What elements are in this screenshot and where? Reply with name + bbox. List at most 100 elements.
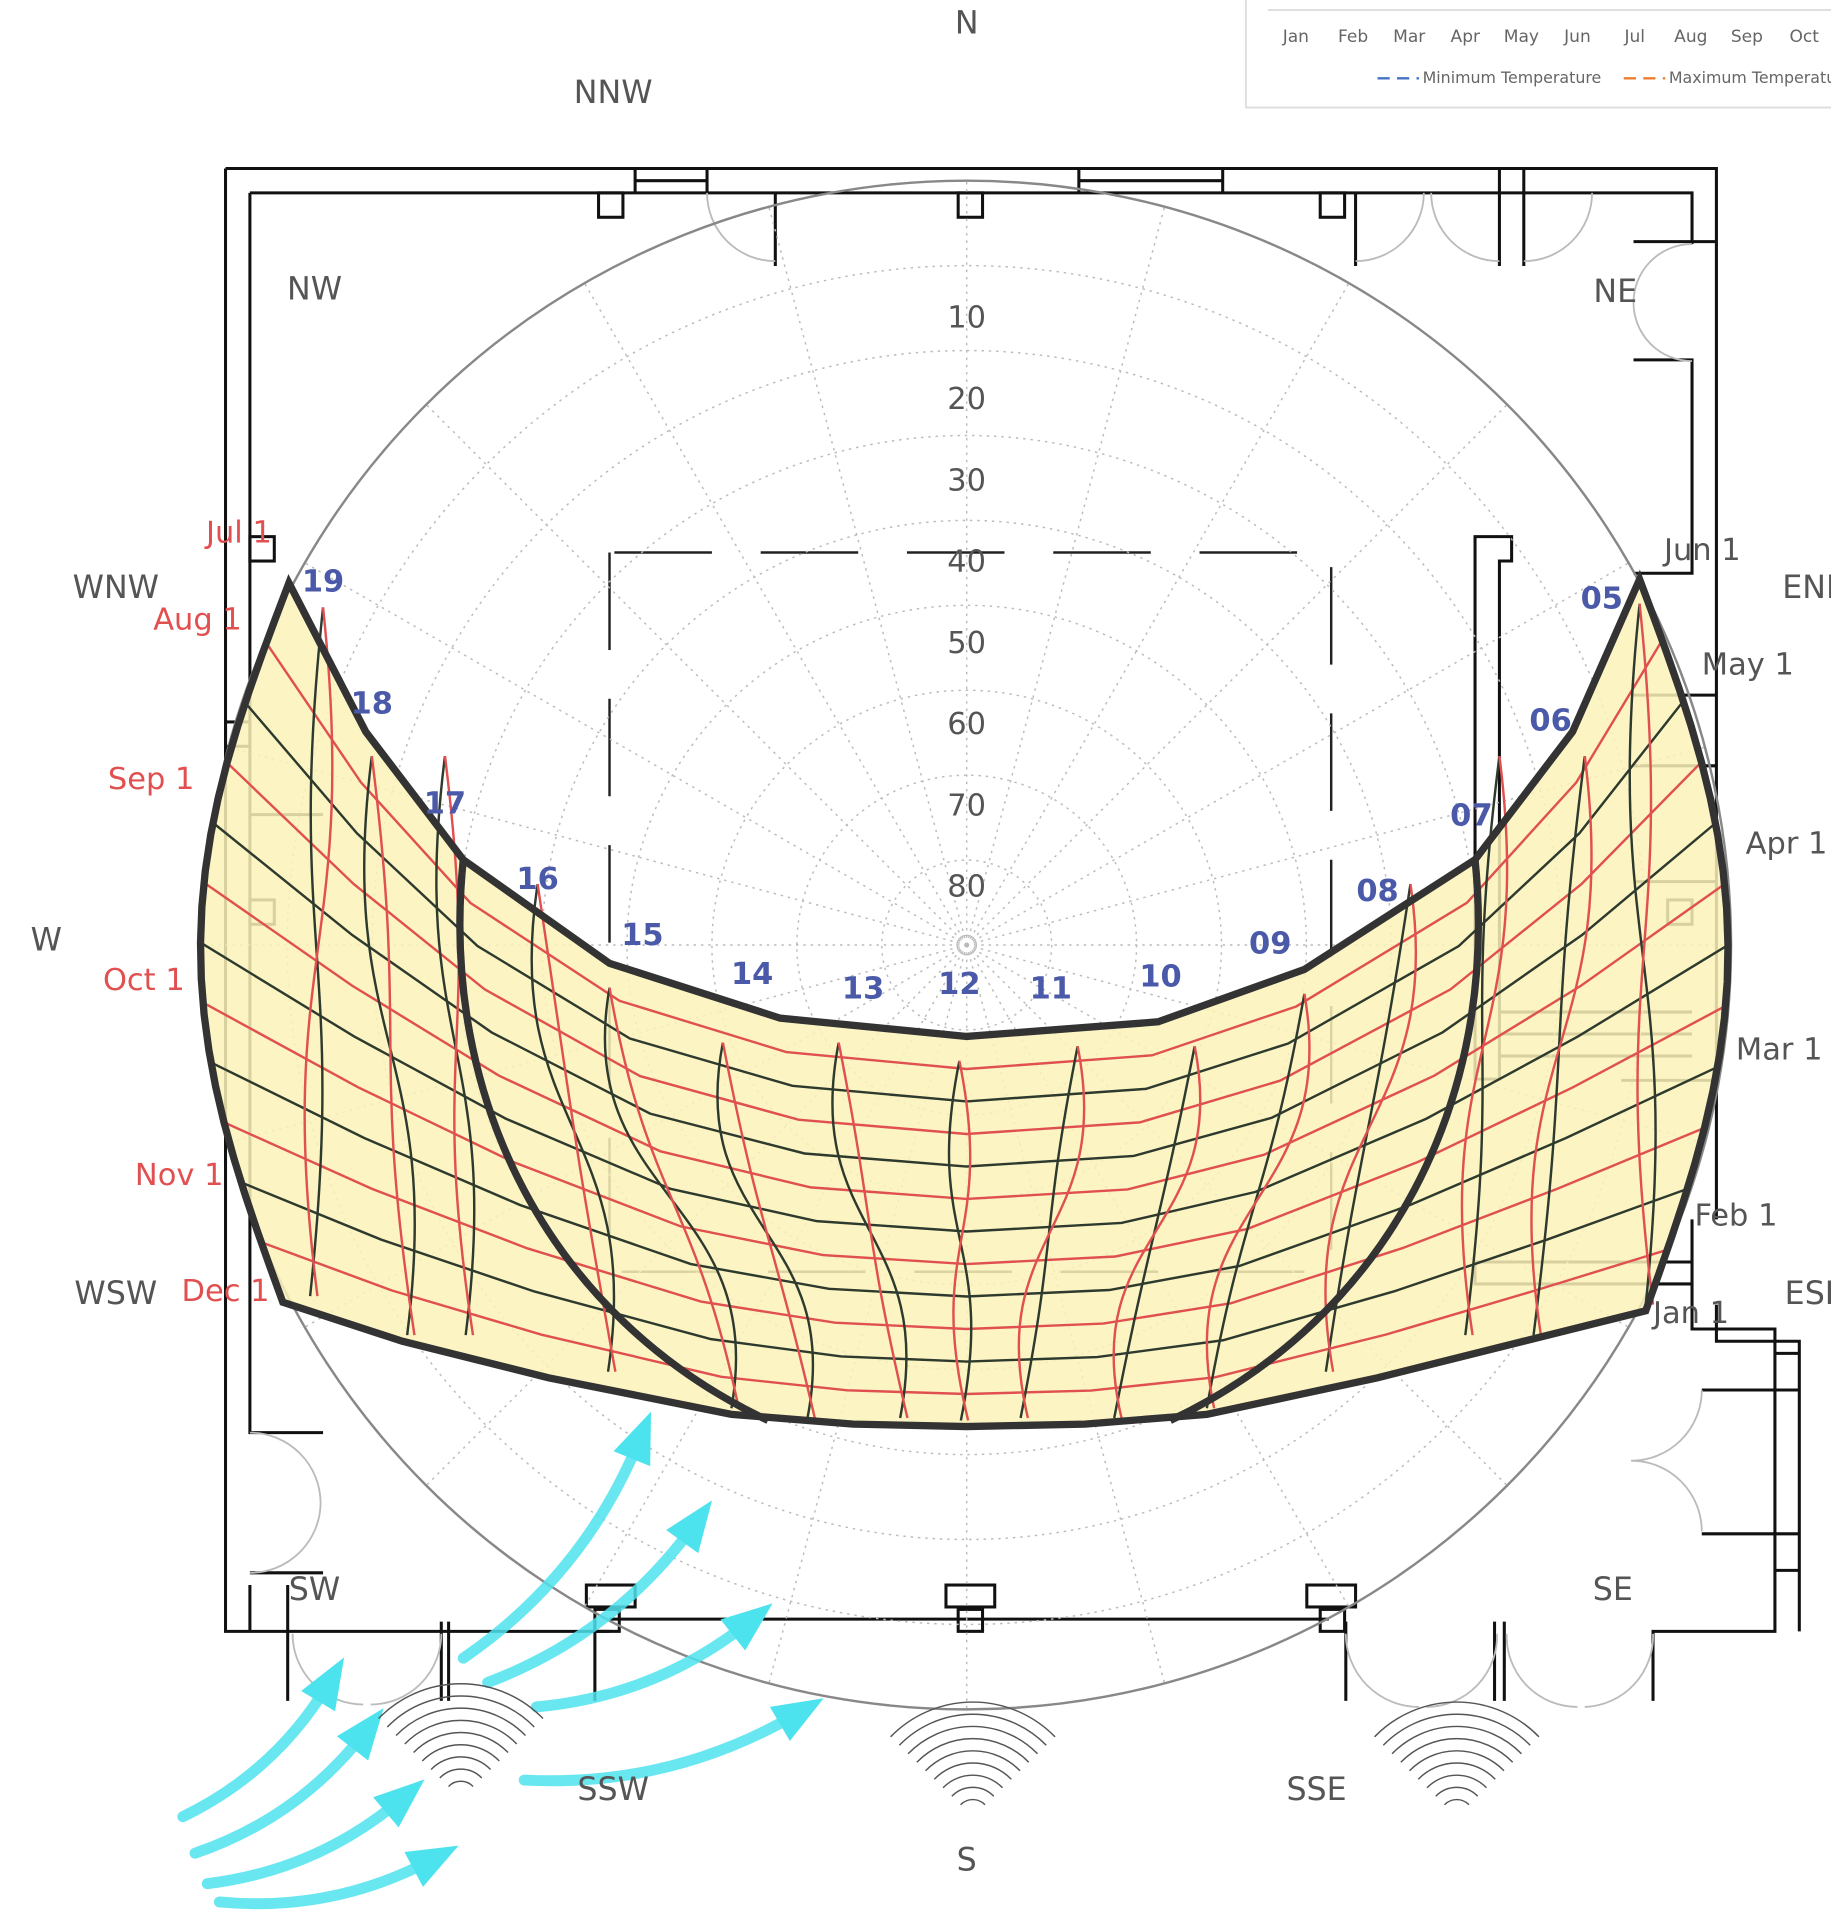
sound-fan [942,1774,1004,1789]
altitude-label: 30 [947,463,986,498]
date-labels: Jul 1 Aug 1 Sep 1 Oct 1 Nov 1 Dec 1 Jun … [103,516,1827,1331]
azimuth-line [965,206,1166,946]
compass-labels: N NNW NW WNW W WSW SW SSW S SSE SE ESE E… [31,6,1831,1879]
sound-fan [439,1768,483,1779]
wind-arrow [201,1792,408,1890]
hour-label: 06 [1529,703,1571,738]
sound-fan [378,1683,544,1720]
altitude-label: 50 [947,626,986,661]
date-label: Feb 1 [1694,1198,1777,1233]
legend-month: Aug [1674,27,1707,47]
hour-label: 08 [1356,874,1398,909]
date-label: Jul 1 [204,516,272,551]
wind-arrow [530,1616,756,1713]
hour-label: 10 [1139,959,1181,994]
hour-line [721,1042,816,1419]
hour-label: 13 [842,972,884,1007]
boundary [1168,859,1482,1424]
date-line [212,821,1717,1168]
date-label: Nov 1 [135,1158,224,1193]
wind-arrow [457,1433,646,1664]
sound-fan [960,1798,986,1806]
wind-arrow-head [613,1411,652,1467]
compass-label: SW [289,1572,340,1608]
hour-label: 12 [938,967,980,1002]
sound-fan [1382,1713,1531,1746]
wind-arrow [189,1725,372,1859]
hour-line [370,755,416,1336]
sound-fan [1409,1750,1505,1772]
zenith [956,934,978,956]
azimuth-line [966,404,1508,946]
compass-label: SSW [577,1772,649,1808]
band-fill [200,579,1728,1427]
azimuth-line [768,206,968,946]
sound-fan [448,1780,474,1788]
date-label: Dec 1 [182,1274,270,1309]
legend-month: Feb [1338,27,1368,47]
legend-month: Jan [1282,27,1309,47]
legend-month: Jul [1623,27,1645,47]
hour-line [303,607,334,1297]
legend-month: Jun [1563,27,1591,47]
sound-fan [1443,1798,1470,1806]
date-label: Jun 1 [1662,533,1741,568]
wind-arrow [518,1707,804,1787]
hour-line [952,1060,972,1421]
sound-fan [413,1731,509,1754]
hour-line [608,987,740,1409]
hour-label: 17 [424,786,466,821]
wind-arrow [482,1518,701,1689]
azimuth-line [304,562,968,946]
wind-and-sound [177,1411,1540,1910]
hour-line [1530,755,1593,1336]
hour-label: 16 [516,862,558,897]
wind-arrow-head [373,1779,425,1828]
legend-entry: Maximum Temperature [1669,68,1831,87]
date-line [240,1181,1688,1363]
wind-arrow-head [769,1698,824,1741]
legend-month: Apr [1451,27,1481,47]
compass-label: NW [287,271,342,307]
sound-fan [890,1701,1056,1738]
sound-fan [898,1713,1047,1746]
date-label: Sep 1 [108,762,195,797]
legend-month: Sep [1731,27,1763,47]
hour-line [1636,603,1655,1305]
wind-arrow [213,1853,439,1910]
legend: Jan Feb Mar Apr May Jun Jul Aug Sep Oct … [1244,0,1831,109]
sound-fan [1435,1786,1479,1797]
altitude-ring [711,689,1223,1201]
wind-arrow-head [720,1603,773,1651]
sound-fan [1417,1762,1496,1780]
compass-label: NNW [574,75,653,111]
sound-fan [430,1756,492,1770]
date-line [202,1001,1727,1266]
compass-label: WSW [74,1276,157,1312]
wind-arrow [177,1677,335,1823]
hour-label: 15 [621,918,663,953]
compass-label: NE [1593,274,1637,310]
hour-line [1112,1045,1202,1419]
hour-line [536,883,617,1372]
altitude-ring [881,859,1053,1031]
legend-month: Mar [1393,27,1426,47]
altitude-label: 60 [947,707,986,742]
hour-label: 07 [1450,799,1492,834]
sound-fan [951,1786,995,1797]
hour-line [443,755,475,1336]
date-label: Aug 1 [153,602,242,637]
hour-line [1460,755,1509,1336]
compass-label: SE [1593,1572,1633,1608]
compass-label: W [31,922,62,958]
sound-fan [404,1719,518,1745]
hour-label: 18 [351,686,393,721]
sound-fan [421,1744,500,1762]
altitude-label: 40 [947,545,986,580]
wind-arrow-head [666,1500,713,1554]
hour-label: 11 [1030,972,1072,1007]
wind-arrow-head [404,1845,459,1887]
sound-fan [1426,1774,1488,1789]
hour-label: 14 [731,957,773,992]
